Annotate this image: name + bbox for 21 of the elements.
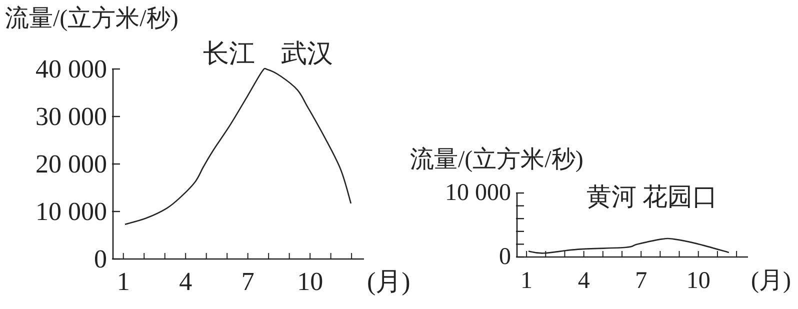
x-tick-label: 1 [520, 268, 533, 294]
x-tick-label: 10 [686, 268, 710, 294]
y-tick-label: 0 [499, 244, 511, 270]
chart-title: 长江 武汉 [203, 39, 333, 68]
x-tick-label: 7 [635, 268, 648, 294]
y-tick-label: 20 000 [36, 150, 107, 178]
x-axis-title: (月) [751, 268, 791, 294]
x-tick-label: 10 [297, 267, 324, 296]
y-axis-title: 流量/(立方米/秒) [5, 5, 178, 32]
x-tick-label: 7 [241, 267, 254, 296]
x-tick-label: 4 [578, 268, 590, 294]
chart-title: 黄河 花园口 [586, 184, 718, 211]
x-tick-label: 4 [179, 267, 192, 296]
x-tick-label: 1 [116, 267, 130, 296]
y-axis-title: 流量/(立方米/秒) [410, 146, 584, 173]
x-axis-title: (月) [367, 267, 410, 296]
y-tick-label: 10 000 [445, 180, 511, 206]
y-tick-label: 0 [94, 244, 107, 274]
y-tick-label: 40 000 [36, 54, 107, 84]
y-tick-label: 10 000 [36, 197, 107, 226]
y-tick-label: 30 000 [36, 102, 107, 131]
